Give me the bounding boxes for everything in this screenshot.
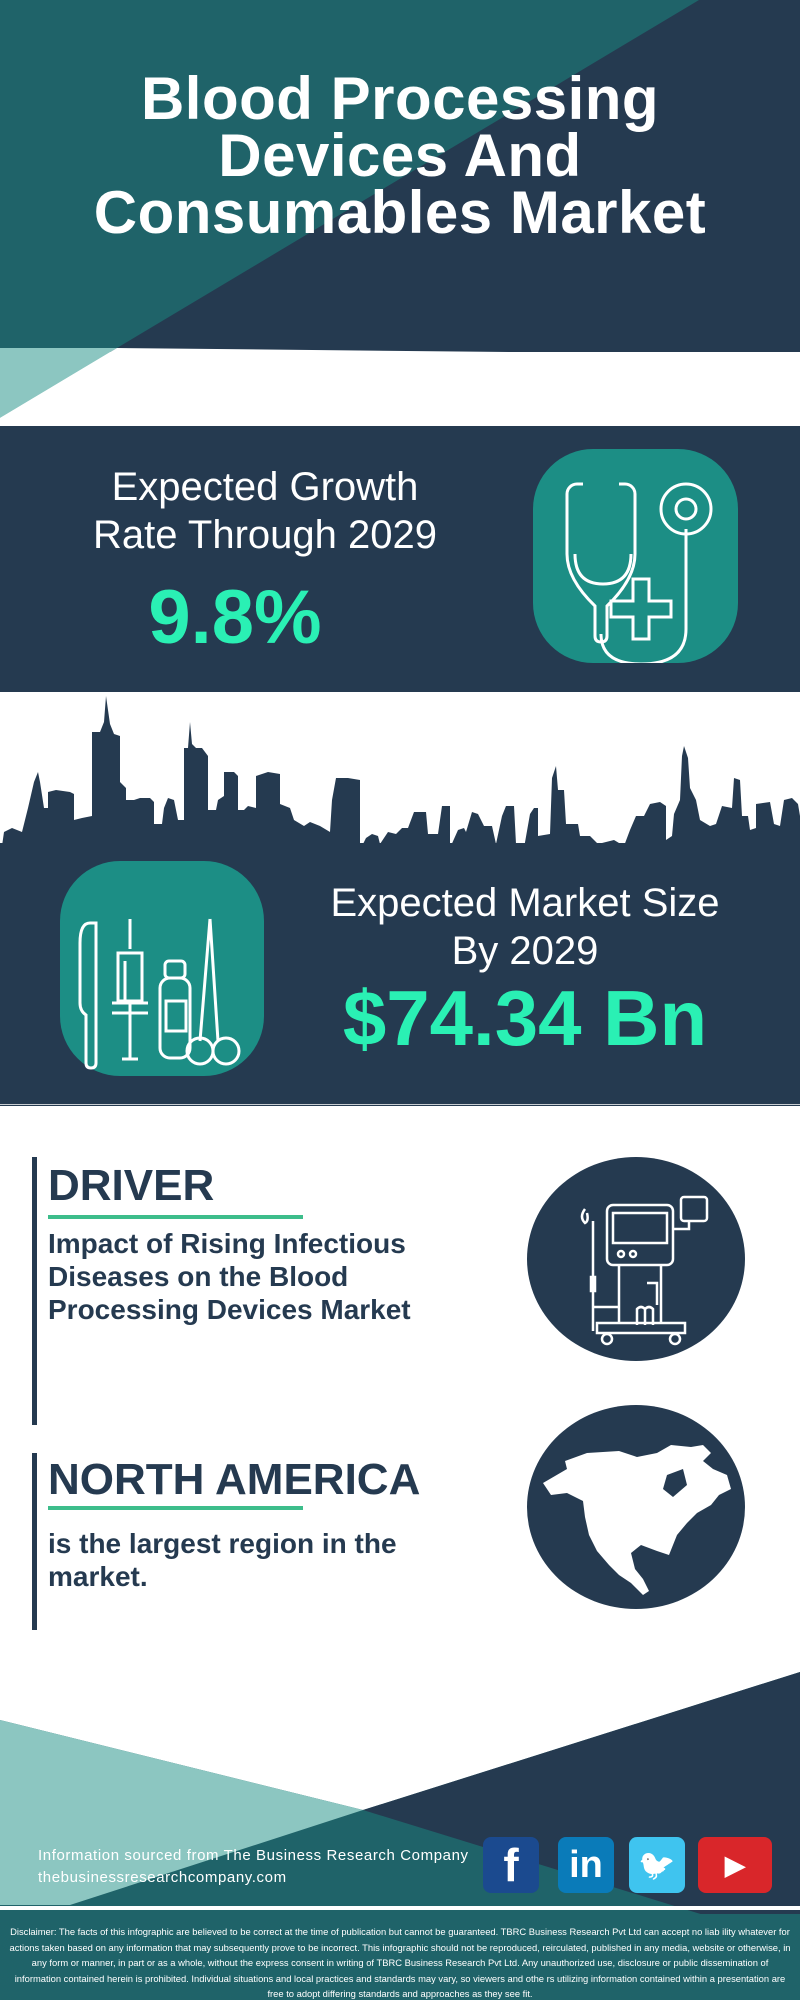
header-background <box>0 0 800 426</box>
growth-icon-box <box>533 449 738 666</box>
growth-label-line: Rate Through 2029 <box>93 513 437 557</box>
blood-processing-machine-icon <box>580 1195 709 1346</box>
youtube-glyph: ▶ <box>725 1849 745 1880</box>
youtube-icon[interactable]: ▶ <box>698 1837 772 1893</box>
driver-text-line: Impact of Rising Infectious <box>48 1228 406 1259</box>
page-title: Blood Processing Devices And Consumables… <box>0 65 800 246</box>
title-line: Consumables Market <box>93 179 707 246</box>
region-underline <box>48 1506 303 1510</box>
facebook-glyph: f <box>503 1839 519 1891</box>
driver-icon-circle <box>527 1157 745 1361</box>
driver-text: Impact of Rising Infectious Diseases on … <box>48 1227 411 1326</box>
market-size-label-line: Expected Market Size <box>330 881 720 925</box>
growth-label: Expected Growth Rate Through 2029 <box>45 463 485 559</box>
region-icon-circle <box>527 1405 745 1609</box>
medical-tools-icon <box>78 918 241 1070</box>
disclaimer-text: Disclaimer: The facts of this infographi… <box>9 1926 791 1999</box>
region-accent-bar <box>32 1453 37 1630</box>
twitter-glyph: 🐦 <box>638 1848 676 1882</box>
north-america-map-icon <box>543 1445 731 1595</box>
market-icon-box <box>60 861 264 1076</box>
region-heading: NORTH AMERICA <box>48 1455 421 1504</box>
source-text: Information sourced from The Business Re… <box>38 1847 469 1864</box>
market-size-label: Expected Market Size By 2029 <box>305 879 745 975</box>
driver-text-line: Processing Devices Market <box>48 1294 411 1325</box>
disclaimer-band: Disclaimer: The facts of this infographi… <box>0 1914 800 2000</box>
growth-label-line: Expected Growth <box>111 465 419 509</box>
title-line: Devices And <box>218 122 582 189</box>
facebook-icon[interactable]: f <box>483 1837 539 1893</box>
stethoscope-icon <box>565 482 713 666</box>
market-size-label-line: By 2029 <box>451 929 599 973</box>
region-text-line: is the largest region in the <box>48 1528 397 1559</box>
source-url[interactable]: thebusinessresearchcompany.com <box>38 1869 287 1886</box>
driver-underline <box>48 1215 303 1219</box>
region-text: is the largest region in the market. <box>48 1527 397 1593</box>
linkedin-glyph: in <box>569 1843 603 1886</box>
driver-text-line: Diseases on the Blood <box>48 1261 349 1292</box>
driver-accent-bar <box>32 1157 37 1425</box>
growth-value: 9.8% <box>148 575 322 660</box>
twitter-icon[interactable]: 🐦 <box>629 1837 685 1893</box>
region-text-line: market. <box>48 1561 148 1592</box>
linkedin-icon[interactable]: in <box>558 1837 614 1893</box>
driver-heading: DRIVER <box>48 1161 215 1210</box>
market-size-value: $74.34 Bn <box>342 974 708 1062</box>
title-line: Blood Processing <box>140 65 660 132</box>
